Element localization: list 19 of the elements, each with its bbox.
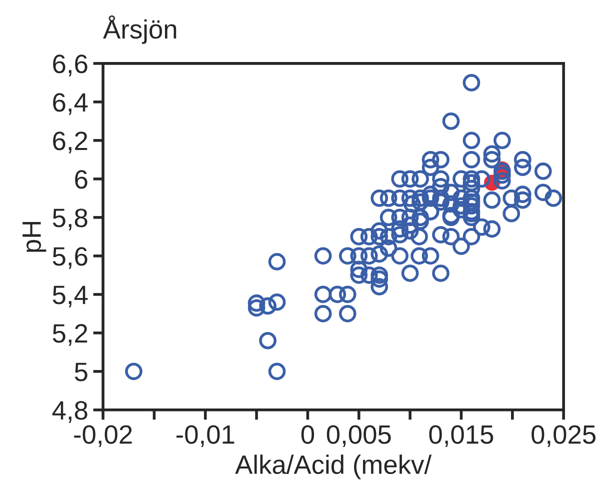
- x-tick-label: 0,005: [326, 425, 391, 448]
- y-tick-label: 5,4: [52, 286, 88, 308]
- y-tick-label: 5,6: [52, 247, 88, 269]
- y-axis-title: pH: [22, 222, 46, 252]
- y-tick-label: 6,2: [53, 132, 88, 154]
- x-axis-title: Alka/Acid (mekv/: [235, 454, 432, 480]
- y-tick-label: 5,2: [52, 324, 88, 346]
- y-tick-label: 6: [75, 170, 88, 189]
- y-tick-label: 6,6: [53, 54, 88, 76]
- chart-title: Årsjön: [103, 15, 176, 44]
- y-tick-label: 5: [74, 362, 88, 382]
- x-tick-label: 0,025: [532, 425, 596, 448]
- y-tick-label: 5,8: [52, 208, 88, 230]
- x-tick-label: 0: [301, 425, 314, 444]
- y-tick-label: 4,8: [52, 401, 88, 423]
- x-tick-label: -0,02: [74, 425, 132, 448]
- x-tick-label: -0,01: [176, 425, 234, 448]
- x-tick-label: 0,015: [429, 425, 494, 448]
- y-tick-label: 6,4: [53, 93, 88, 115]
